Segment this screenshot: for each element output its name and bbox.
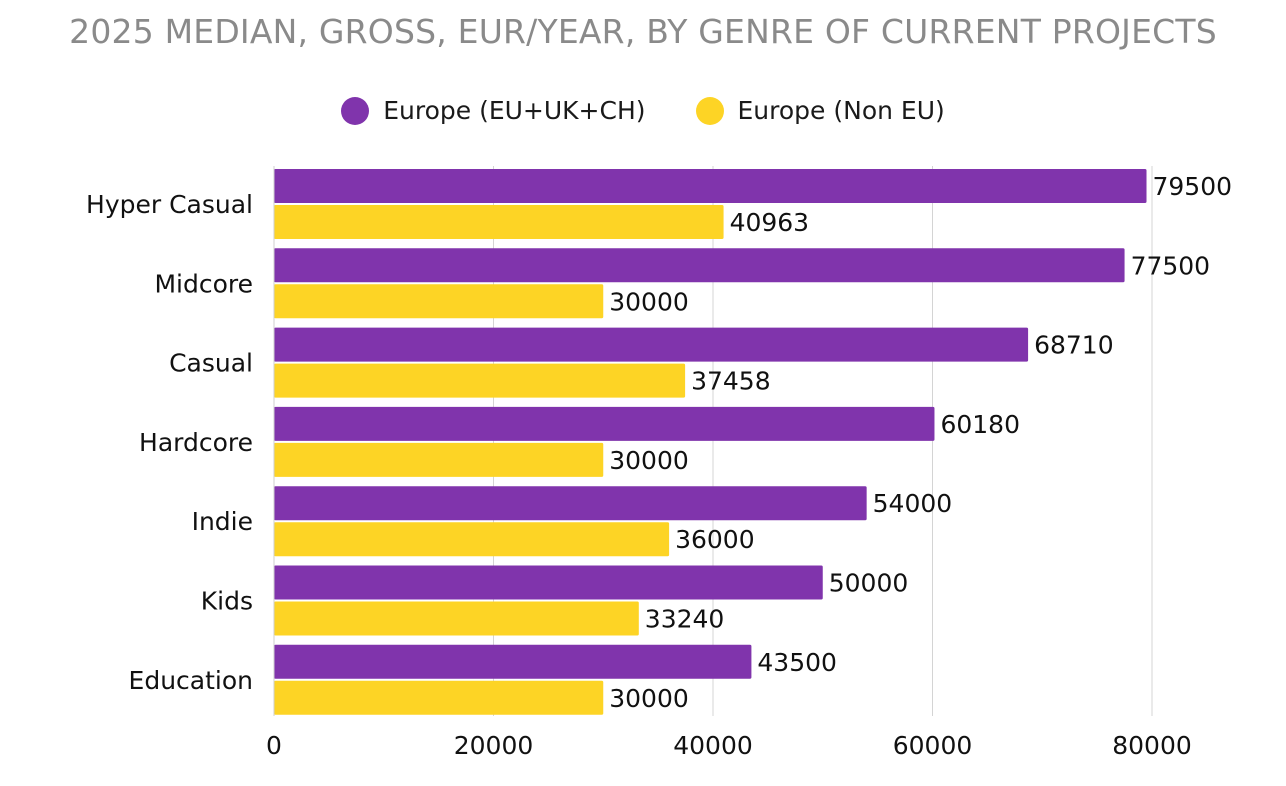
x-tick-label: 80000	[1112, 731, 1192, 760]
legend: Europe (EU+UK+CH) Europe (Non EU)	[0, 96, 1286, 125]
bar-series-1	[274, 406, 935, 441]
data-label: 77500	[1131, 251, 1211, 280]
bar-series-2	[274, 363, 686, 398]
data-label: 30000	[609, 684, 689, 713]
legend-swatch-series-2	[695, 96, 724, 125]
bar-series-1	[274, 169, 1147, 203]
bar-series-2	[274, 522, 670, 557]
bar-series-2	[274, 442, 604, 477]
data-label: 30000	[609, 446, 689, 475]
bar-series-1	[274, 644, 752, 679]
data-label: 68710	[1034, 331, 1114, 360]
bar-series-2	[274, 284, 604, 319]
category-label: Midcore	[154, 269, 253, 298]
bar-series-2	[274, 205, 724, 239]
data-label: 50000	[829, 569, 909, 598]
data-label: 60180	[940, 410, 1020, 439]
bar-series-2	[274, 601, 639, 636]
category-label: Education	[129, 666, 253, 695]
data-label: 79500	[1153, 172, 1233, 201]
category-label: Indie	[192, 507, 253, 536]
category-label: Kids	[201, 587, 253, 616]
bar-series-1	[274, 565, 823, 600]
data-label: 30000	[609, 287, 689, 316]
legend-swatch-series-1	[341, 96, 370, 125]
category-label: Casual	[169, 349, 253, 378]
data-label: 36000	[675, 525, 755, 554]
category-label: Hyper Casual	[86, 190, 253, 219]
legend-item-series-2: Europe (Non EU)	[695, 96, 945, 125]
data-label: 37458	[691, 367, 771, 396]
data-label: 54000	[873, 489, 953, 518]
legend-label-series-1: Europe (EU+UK+CH)	[383, 96, 646, 125]
category-label: Hardcore	[139, 428, 253, 457]
bar-series-2	[274, 680, 604, 715]
data-label: 43500	[757, 648, 837, 677]
legend-item-series-1: Europe (EU+UK+CH)	[341, 96, 646, 125]
legend-label-series-2: Europe (Non EU)	[737, 96, 945, 125]
x-tick-label: 40000	[673, 731, 753, 760]
chart-title: 2025 MEDIAN, GROSS, EUR/YEAR, BY GENRE O…	[69, 12, 1217, 51]
x-tick-label: 0	[266, 731, 282, 760]
bar-series-1	[274, 327, 1029, 362]
x-tick-label: 20000	[454, 731, 534, 760]
bar-series-1	[274, 486, 867, 521]
x-tick-label: 60000	[893, 731, 973, 760]
bar-series-1	[274, 248, 1125, 283]
data-label: 33240	[645, 605, 725, 634]
data-label: 40963	[730, 208, 810, 237]
